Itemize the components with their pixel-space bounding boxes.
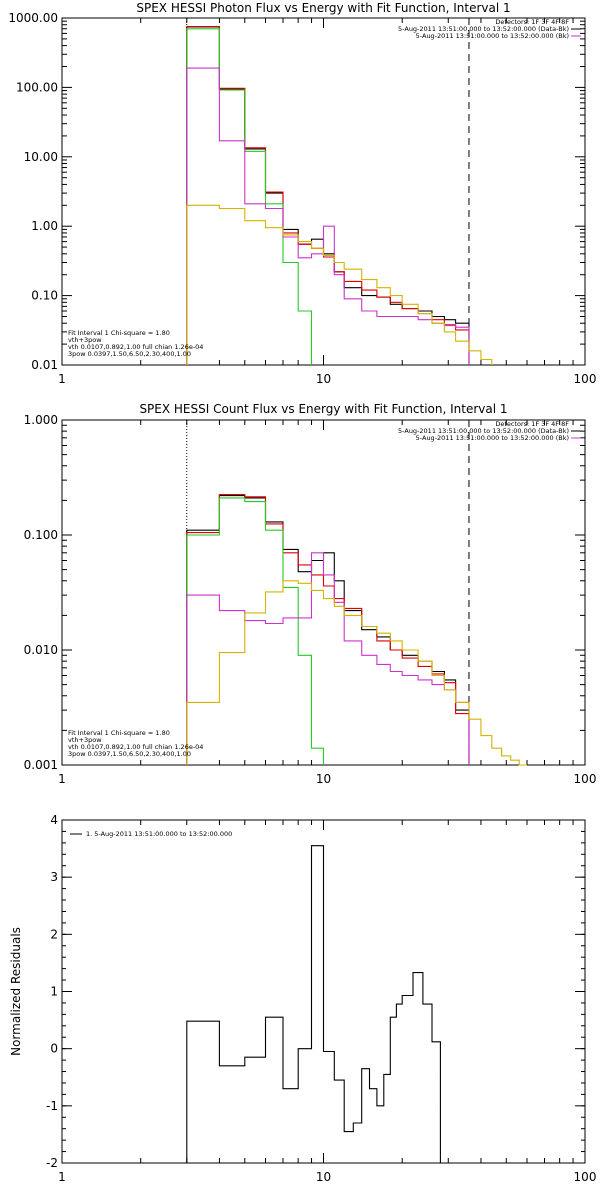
y-tick-label: -2 xyxy=(46,1156,58,1170)
series-step-3 xyxy=(186,497,325,765)
y-tick-label: 10.00 xyxy=(24,150,58,164)
x-tick-label: 100 xyxy=(574,1170,597,1184)
series-step-4 xyxy=(186,552,470,765)
series-step-5 xyxy=(186,204,493,365)
y-tick-label: 1.000 xyxy=(24,413,58,427)
legend-top-text: 5-Aug-2011 13:51:00.000 to 13:52:00.000 … xyxy=(398,25,569,33)
x-tick-label: 1 xyxy=(58,772,66,786)
chart-panel-1: SPEX HESSI Photon Flux vs Energy with Fi… xyxy=(8,1,596,386)
x-tick-label: 10 xyxy=(316,372,331,386)
series-step-4 xyxy=(186,67,470,365)
series-step-1 xyxy=(186,845,441,1163)
chart-title: SPEX HESSI Photon Flux vs Energy with Fi… xyxy=(136,1,510,15)
chart-panel-3: 1 10 100 -2 -1 0 1 2 3 4 Normalized Residuals 1. 5-… xyxy=(9,813,596,1184)
legend-top-text: 5-Aug-2011 13:51:00.000 to 13:52:00.000 … xyxy=(416,434,569,442)
legend-bottom-text: 3pow 0.0397,1.50,6.50,2.30,400,1.00 xyxy=(68,350,191,358)
y-tick-label: 4 xyxy=(50,813,58,827)
legend-text: 1. 5-Aug-2011 13:51:00.000 to 13:52:00.0… xyxy=(86,830,232,838)
chart-panel-2: SPEX HESSI Count Flux vs Energy with Fit… xyxy=(24,402,597,786)
x-tick-label: 10 xyxy=(316,772,331,786)
legend-bottom-text: vth 0.0107,0.892,1.00 full chian 1.26e-0… xyxy=(68,343,203,351)
x-tick-label: 1 xyxy=(58,372,66,386)
plot-frame xyxy=(61,17,586,366)
y-tick-label: 0.001 xyxy=(24,758,58,772)
legend-bottom-text: 3pow 0.0397,1.50,6.50,2.30,400,1.00 xyxy=(68,750,191,758)
legend-top-text: Detectors: 1F 3F 4F 8F xyxy=(495,18,569,26)
x-tick-label: 1 xyxy=(58,1170,66,1184)
y-tick-label: 0.010 xyxy=(24,643,58,657)
y-tick-label: 0.10 xyxy=(31,289,58,303)
y-axis-label: Normalized Residuals xyxy=(9,927,23,1056)
x-tick-label: 10 xyxy=(316,1170,331,1184)
series-step-1 xyxy=(186,26,470,365)
y-tick-label: 100.00 xyxy=(16,80,58,94)
y-tick-label: 1000.00 xyxy=(8,11,58,25)
series-step-5 xyxy=(186,580,527,766)
y-tick-label: 0 xyxy=(50,1042,58,1056)
chart-title: SPEX HESSI Count Flux vs Energy with Fit… xyxy=(139,402,507,416)
legend-bottom-text: Fit Interval 1 Chi-square = 1.80 xyxy=(68,329,170,337)
legend-bottom-text: vth+3pow xyxy=(68,736,102,744)
series-step-2 xyxy=(186,26,470,365)
y-tick-label: 3 xyxy=(50,870,58,884)
y-tick-label: 0.01 xyxy=(31,358,58,372)
legend-top-text: 5-Aug-2011 13:51:00.000 to 13:52:00.000 … xyxy=(398,427,569,435)
legend-top-text: 5-Aug-2011 13:51:00.000 to 13:52:00.000 … xyxy=(416,32,569,40)
series-step-2 xyxy=(186,493,470,765)
x-tick-label: 100 xyxy=(574,372,597,386)
y-tick-label: 0.100 xyxy=(24,528,58,542)
y-tick-label: 1.00 xyxy=(31,219,58,233)
legend-top-text: Detectors: 1F 3F 4F 8F xyxy=(495,420,569,428)
y-tick-label: -1 xyxy=(46,1099,58,1113)
legend-bottom-text: vth 0.0107,0.892,1.00 full chian 1.26e-0… xyxy=(68,743,203,751)
series-step-1 xyxy=(186,495,470,765)
legend-bottom-text: Fit Interval 1 Chi-square = 1.80 xyxy=(68,729,170,737)
y-tick-label: 2 xyxy=(50,927,58,941)
legend-bottom-text: vth+3pow xyxy=(68,336,102,344)
series-step-3 xyxy=(186,28,313,365)
y-tick-label: 1 xyxy=(50,985,58,999)
x-tick-label: 100 xyxy=(574,772,597,786)
